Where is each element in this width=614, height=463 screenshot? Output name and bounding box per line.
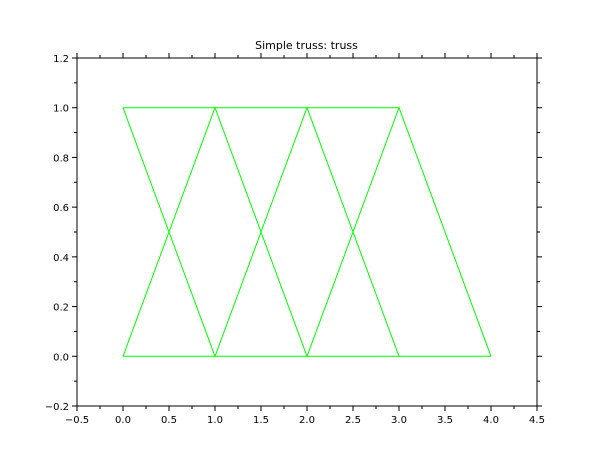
truss-member bbox=[398, 107, 492, 357]
x-tick-label: 0.0 bbox=[115, 415, 131, 426]
x-tick-label: 2.5 bbox=[345, 415, 361, 426]
x-axis: −0.5 0.0 0.5 1.0 1.5 2.0 2.5 3.0 3.5 4.0 4.5 bbox=[65, 53, 545, 426]
truss-member bbox=[214, 107, 308, 357]
chart-title: Simple truss: truss bbox=[255, 39, 358, 52]
x-tick-label: 0.5 bbox=[161, 415, 177, 426]
x-tick-label: 1.5 bbox=[253, 415, 269, 426]
x-tick-label: 4.5 bbox=[529, 415, 545, 426]
y-axis: −0.2 0.0 0.2 0.4 0.6 0.8 1.0 1.2 bbox=[45, 54, 542, 413]
truss-members bbox=[122, 107, 492, 357]
y-tick-label: 0.6 bbox=[53, 203, 69, 214]
x-tick-label: 1.0 bbox=[207, 415, 223, 426]
y-tick-label: 0.8 bbox=[53, 153, 69, 164]
x-tick-label: 3.5 bbox=[437, 415, 453, 426]
y-tick-label: 1.0 bbox=[53, 104, 69, 115]
truss-member bbox=[306, 107, 400, 357]
x-tick-label: 4.0 bbox=[483, 415, 499, 426]
y-tick-label: 0.4 bbox=[53, 253, 69, 264]
x-tick-label: −0.5 bbox=[65, 415, 89, 426]
x-tick-label: 3.0 bbox=[391, 415, 407, 426]
truss-member bbox=[122, 107, 216, 357]
y-tick-label: 0.0 bbox=[53, 352, 69, 363]
x-tick-label: 2.0 bbox=[299, 415, 315, 426]
y-tick-label: 1.2 bbox=[53, 54, 69, 65]
y-tick-label: −0.2 bbox=[45, 402, 69, 413]
y-tick-label: 0.2 bbox=[53, 303, 69, 314]
